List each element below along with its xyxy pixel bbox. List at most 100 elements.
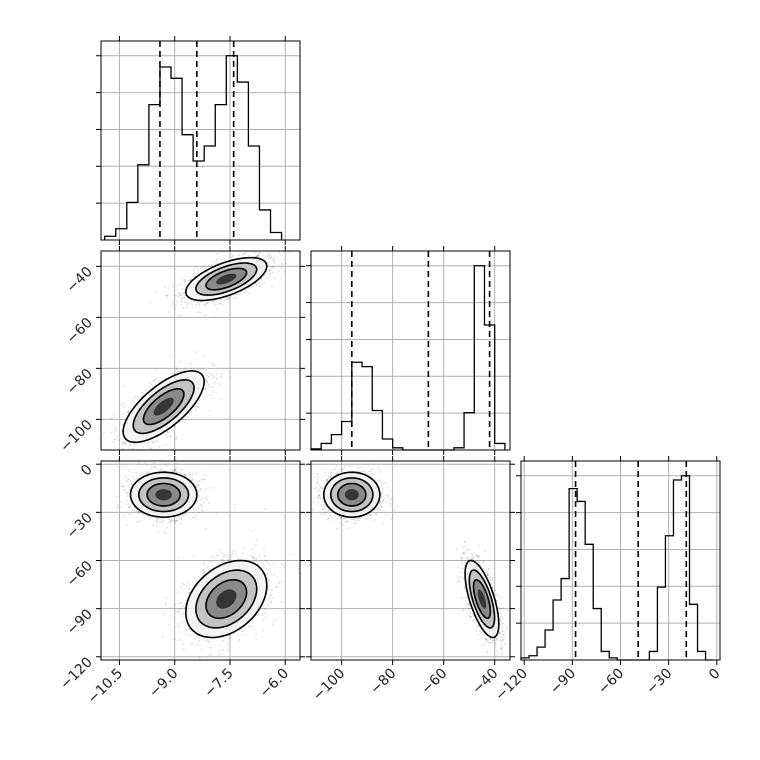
sample-point (171, 373, 174, 376)
histogram-bar (649, 651, 657, 660)
sample-point (171, 519, 174, 521)
sample-point (135, 510, 138, 513)
sample-point (194, 508, 196, 511)
sample-point (208, 409, 211, 412)
sample-point (265, 255, 268, 257)
sample-point (117, 504, 119, 506)
histogram-step (520, 475, 714, 661)
sample-point (218, 382, 221, 384)
sample-point (247, 292, 250, 295)
histogram-frame (310, 250, 511, 451)
sample-point (173, 307, 176, 310)
sample-point (228, 635, 231, 637)
sample-point (243, 290, 246, 292)
sample-point (269, 272, 271, 275)
sample-point (160, 521, 163, 524)
sample-point (120, 506, 123, 508)
sample-point (196, 303, 199, 306)
sample-point (205, 640, 208, 643)
sample-point (269, 269, 272, 272)
histogram-bar (577, 501, 585, 660)
sample-point (103, 431, 105, 433)
histogram-frame (100, 40, 301, 241)
histogram-bar (690, 604, 698, 660)
sample-point (128, 506, 131, 509)
sample-point (219, 302, 221, 305)
sample-point (155, 525, 158, 528)
sample-point (258, 255, 261, 258)
sample-point (229, 377, 232, 379)
sample-point (110, 417, 113, 420)
sample-point (194, 516, 196, 519)
sample-point (201, 265, 204, 267)
sample-point (138, 520, 140, 523)
histogram-bar (149, 105, 160, 240)
sample-point (114, 426, 117, 429)
sample-point (130, 447, 133, 450)
sample-point (280, 266, 283, 269)
sample-point (134, 395, 137, 398)
sample-point (164, 464, 167, 467)
sample-point (125, 523, 128, 526)
sample-point (149, 387, 152, 389)
sample-point (186, 303, 189, 305)
sample-point (184, 280, 187, 283)
sample-point (149, 382, 152, 385)
sample-point (140, 513, 143, 516)
sample-point (213, 375, 215, 378)
sample-point (268, 269, 271, 272)
sample-point (237, 253, 240, 256)
sample-point (241, 630, 243, 633)
sample-point (113, 412, 115, 415)
sample-point (211, 397, 214, 400)
sample-point (176, 301, 178, 304)
sample-point (137, 512, 140, 515)
histogram-bar (382, 439, 392, 450)
sample-point (202, 489, 205, 492)
sample-point (220, 259, 223, 261)
sample-point (207, 384, 209, 386)
sample-point (255, 282, 257, 285)
x-tick-label: −9.0 (146, 666, 181, 701)
sample-point (197, 311, 200, 313)
sample-point (174, 469, 177, 472)
sample-point (133, 447, 135, 450)
sample-point (151, 467, 153, 470)
sample-point (204, 388, 207, 390)
sample-point (182, 648, 185, 650)
sample-point (176, 462, 179, 465)
sample-point (183, 279, 185, 281)
sample-point (219, 376, 222, 378)
sample-point (187, 280, 189, 282)
sample-point (122, 516, 125, 518)
sample-point (280, 277, 283, 280)
sample-point (192, 512, 195, 514)
sample-point (172, 285, 175, 288)
sample-point (271, 271, 274, 274)
sample-point (206, 379, 208, 382)
sample-point (203, 355, 206, 357)
sample-point (154, 368, 157, 371)
sample-point (170, 355, 173, 358)
sample-point (167, 521, 170, 524)
sample-point (184, 301, 187, 304)
sample-point (260, 278, 263, 280)
sample-point (196, 405, 199, 408)
sample-point (183, 295, 186, 298)
sample-point (127, 492, 129, 495)
x-tick-label: −60 (595, 666, 627, 698)
sample-point (122, 406, 125, 409)
sample-point (229, 296, 232, 298)
sample-point (131, 399, 134, 402)
sample-point (183, 421, 186, 423)
sample-point (208, 372, 211, 375)
sample-point (182, 306, 184, 309)
sample-point (268, 273, 271, 276)
sample-point (191, 272, 194, 275)
sample-point (270, 255, 273, 258)
sample-point (137, 510, 140, 513)
sample-point (195, 514, 198, 516)
sample-point (153, 379, 156, 382)
sample-point (193, 275, 196, 278)
sample-point (269, 257, 272, 260)
